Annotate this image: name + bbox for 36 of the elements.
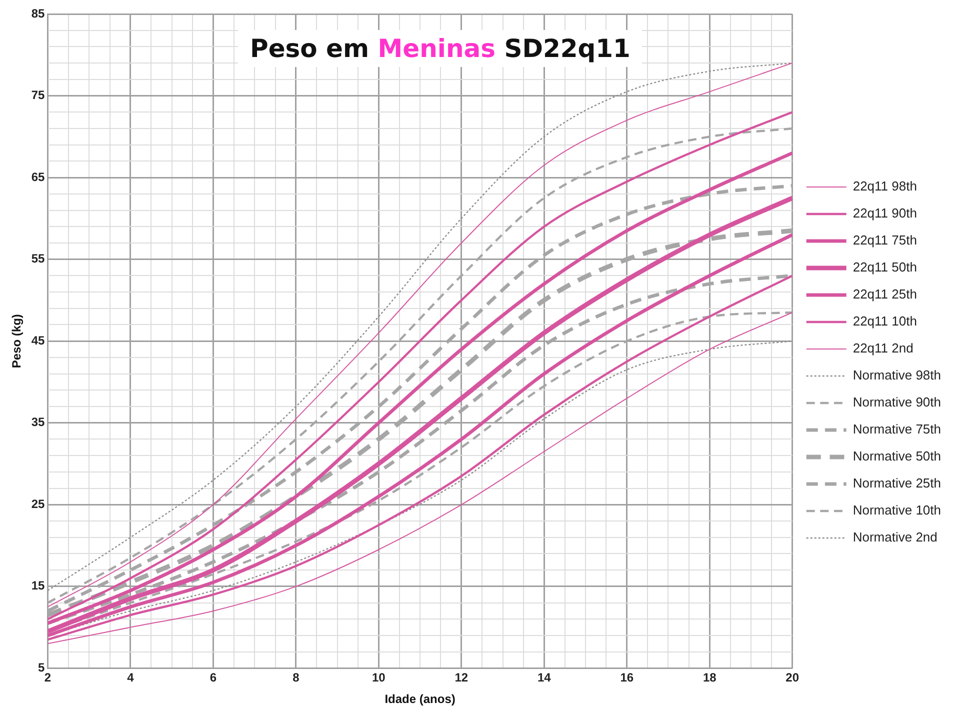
y-tick-label: 45 [31,333,46,348]
x-tick-label: 8 [292,670,300,685]
legend-label: 22q11 10th [852,314,917,329]
legend-label: 22q11 75th [852,232,917,248]
y-axis-title: Peso (kg) [10,314,24,368]
text: Peso em Meninas SD22q11 [250,34,630,63]
legend-label: Normative 2nd [852,530,938,545]
legend-label: 22q11 25th [852,286,917,302]
x-tick-label: 10 [372,670,386,685]
y-tick-label: 25 [31,496,46,511]
y-tick-label: 55 [31,252,46,266]
x-tick-label: 20 [786,670,800,685]
x-tick-label: 14 [537,670,552,685]
legend-label: Normative 90th [852,394,942,410]
x-tick-label: 6 [210,670,217,685]
legend-label: 22q11 90th [852,206,917,221]
y-tick-label: 5 [38,660,46,675]
y-tick-label: 35 [31,415,46,430]
x-tick-label: 16 [620,670,634,685]
legend-label: Normative 98th [852,368,942,383]
y-tick-label: 85 [31,6,46,20]
legend-label: 22q11 50th [852,260,917,275]
x-axis-title: Idade (anos) [384,692,456,706]
x-tick-label: 18 [702,670,717,685]
legend-label: Normative 50th [852,448,942,464]
x-tick-label: 4 [127,670,134,685]
legend-label: Normative 25th [852,476,942,491]
legend-label: Normative 10th [852,502,942,518]
y-tick-label: 75 [31,88,46,102]
y-tick-label: 65 [31,170,46,184]
x-tick-label: 12 [454,670,468,685]
legend-label: 22q11 2nd [852,340,914,356]
legend-label: Normative 75th [852,422,942,437]
x-tick-label: 2 [44,670,52,685]
legend-label: 22q11 98th [852,178,917,194]
y-tick-label: 15 [31,578,46,593]
